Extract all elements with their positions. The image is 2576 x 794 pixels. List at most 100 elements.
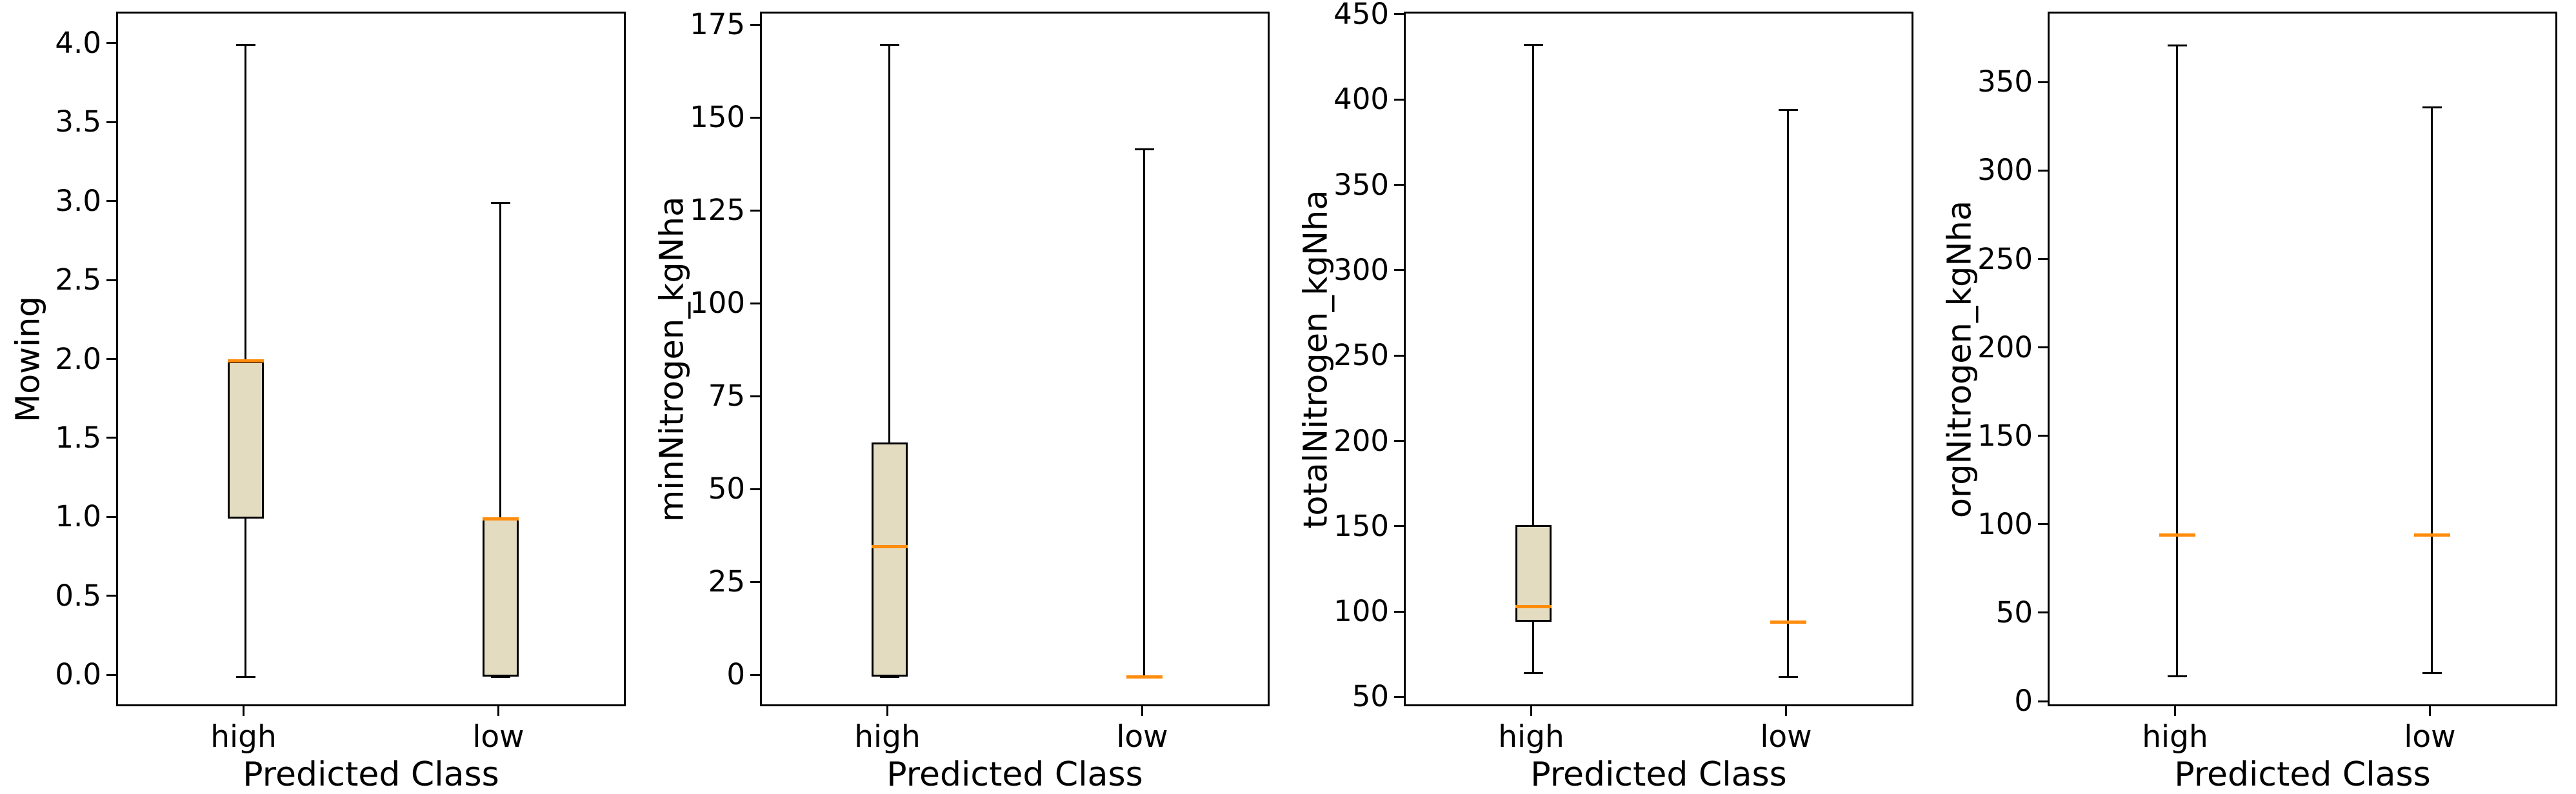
y-tick-mark	[2038, 81, 2048, 83]
y-tick-label: 3.0	[55, 183, 101, 218]
whisker-upper-high	[1532, 45, 1534, 525]
y-tick-label: 400	[1333, 82, 1389, 117]
x-axis-label: Predicted Class	[243, 755, 499, 794]
y-tick-mark	[2038, 523, 2048, 526]
y-tick-mark	[750, 395, 760, 397]
y-tick-mark	[2038, 700, 2048, 702]
x-tick-label-low: low	[1760, 719, 1812, 755]
whisker-cap-top-high	[1523, 44, 1543, 46]
y-tick-mark	[750, 673, 760, 676]
iqr-box-high	[871, 442, 908, 677]
y-tick-label: 50	[1995, 595, 2033, 630]
y-tick-mark	[1394, 98, 1404, 101]
y-tick-mark	[750, 302, 760, 304]
x-tick-mark	[1141, 706, 1143, 716]
y-tick-label: 200	[1333, 423, 1389, 458]
y-tick-label: 75	[708, 379, 745, 413]
subplot-totalnitrogen_kgnha: totalNitrogen_kgNha 50 100 150 200 250 300 350 4…	[1288, 0, 1932, 793]
y-tick-mark	[106, 437, 116, 439]
y-tick-mark	[2038, 435, 2048, 437]
median-line-low	[1770, 620, 1806, 624]
whisker-cap-top-low	[1778, 109, 1798, 111]
whisker-cap-top-high	[879, 44, 899, 46]
y-tick-label: 25	[708, 564, 745, 599]
y-tick-mark	[106, 515, 116, 518]
axes-frame	[2048, 12, 2557, 706]
x-tick-mark	[2174, 706, 2176, 716]
y-tick-label: 4.0	[55, 25, 101, 60]
y-tick-mark	[1394, 354, 1404, 357]
y-tick-mark	[750, 488, 760, 490]
x-tick-mark	[497, 706, 499, 716]
subplot-mowing: Mowing 0.0 0.5 1.0 1.5 2.0 2.5 3.0 3.5 4.0 high low…	[0, 0, 644, 793]
median-line-high	[1515, 605, 1552, 609]
whisker-cap-top-low	[1134, 148, 1154, 150]
y-tick-label: 2.0	[55, 341, 101, 376]
y-tick-label: 250	[1977, 241, 2033, 276]
x-tick-mark	[1530, 706, 1532, 716]
x-tick-mark	[243, 706, 245, 716]
iqr-box-low	[482, 519, 519, 677]
y-tick-mark	[106, 121, 116, 123]
y-tick-mark	[750, 116, 760, 119]
y-tick-label: 300	[1333, 252, 1389, 287]
median-line-high	[2159, 533, 2195, 537]
whisker-cap-bottom-high	[235, 675, 255, 678]
y-tick-label: 0.5	[55, 578, 101, 613]
y-tick-label: 125	[690, 193, 745, 228]
y-tick-label: 0	[2014, 684, 2033, 719]
y-tick-label: 150	[1977, 418, 2033, 453]
y-tick-label: 100	[690, 286, 745, 321]
median-line-low	[482, 517, 519, 521]
x-axis-label: Predicted Class	[2174, 755, 2431, 794]
y-tick-mark	[2038, 346, 2048, 349]
x-axis-label: Predicted Class	[886, 755, 1143, 794]
whisker-lower-low	[2431, 535, 2433, 673]
whisker-cap-top-high	[235, 44, 255, 46]
axes-frame	[1404, 12, 1913, 706]
y-tick-label: 175	[690, 7, 745, 42]
y-tick-label: 300	[1977, 153, 2033, 188]
x-tick-mark	[886, 706, 888, 716]
axes-frame	[116, 12, 626, 706]
y-tick-label: 1.0	[55, 499, 101, 534]
x-tick-label-low: low	[1116, 719, 1168, 755]
y-tick-label: 200	[1977, 330, 2033, 364]
x-tick-label-high: high	[2142, 719, 2208, 755]
whisker-cap-bottom-low	[2422, 671, 2442, 674]
y-tick-mark	[1394, 440, 1404, 442]
y-tick-label: 3.5	[55, 104, 101, 139]
y-tick-label: 450	[1333, 0, 1389, 31]
whisker-upper-low	[1143, 149, 1145, 677]
whisker-lower-low	[1787, 622, 1789, 677]
y-tick-mark	[106, 673, 116, 676]
y-tick-label: 0.0	[55, 657, 101, 692]
y-tick-mark	[1394, 695, 1404, 698]
whisker-cap-top-high	[2167, 44, 2187, 46]
axes-frame	[760, 12, 1270, 706]
x-tick-label-low: low	[2404, 719, 2456, 755]
whisker-cap-bottom-high	[1523, 672, 1543, 675]
x-tick-label-high: high	[854, 719, 921, 755]
whisker-upper-high	[245, 45, 246, 361]
y-tick-label: 2.5	[55, 263, 101, 297]
y-tick-mark	[750, 23, 760, 26]
x-tick-label-high: high	[210, 719, 277, 755]
y-tick-mark	[2038, 258, 2048, 261]
whisker-upper-high	[2176, 45, 2178, 535]
x-tick-label-low: low	[472, 719, 524, 755]
y-tick-mark	[106, 358, 116, 360]
whisker-cap-bottom-low	[1778, 675, 1798, 678]
whisker-cap-top-low	[490, 202, 510, 204]
whisker-lower-high	[1532, 622, 1534, 673]
y-tick-label: 50	[1352, 679, 1389, 714]
whisker-cap-top-low	[2422, 106, 2442, 108]
median-line-high	[227, 359, 264, 362]
y-tick-label: 1.5	[55, 420, 101, 455]
y-tick-mark	[106, 42, 116, 45]
whisker-cap-bottom-high	[2167, 675, 2187, 678]
median-line-low	[1126, 675, 1163, 679]
x-tick-mark	[1785, 706, 1787, 716]
y-tick-mark	[1394, 184, 1404, 186]
